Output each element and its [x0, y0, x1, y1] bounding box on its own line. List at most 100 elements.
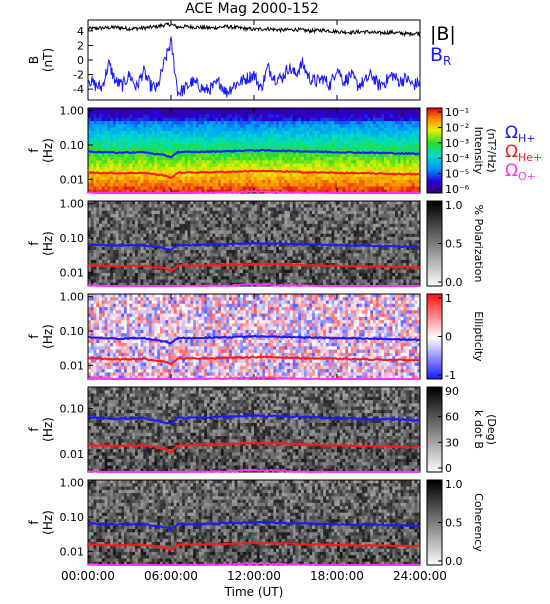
polarization-cell	[218, 201, 221, 205]
polarization-cell	[387, 208, 390, 212]
intensity-cell	[320, 131, 323, 135]
intensity-cell	[124, 118, 127, 122]
intensity-cell	[210, 121, 213, 125]
intensity-cell	[243, 108, 246, 112]
polarization-cell	[367, 230, 370, 234]
polarization-cell	[390, 240, 393, 244]
intensity-cell	[243, 121, 246, 125]
intensity-cell	[398, 160, 401, 164]
intensity-cell	[215, 134, 218, 138]
intensity-cell	[251, 154, 254, 158]
polarization-cell	[179, 247, 182, 251]
intensity-cell	[370, 183, 373, 187]
intensity-cell	[351, 177, 354, 181]
intensity-cell	[343, 134, 346, 138]
polarization-cell	[121, 230, 124, 234]
intensity-cell	[304, 167, 307, 171]
intensity-cell	[146, 115, 149, 119]
intensity-cell	[240, 121, 243, 125]
intensity-cell	[235, 167, 238, 171]
polarization-cell	[254, 234, 257, 238]
intensity-cell	[179, 160, 182, 164]
intensity-cell	[334, 144, 337, 148]
polarization-cell	[343, 204, 346, 208]
intensity-cell	[235, 118, 238, 122]
polarization-cell	[224, 217, 227, 221]
intensity-cell	[273, 173, 276, 177]
polarization-cell	[348, 214, 351, 218]
intensity-cell	[376, 164, 379, 168]
intensity-cell	[229, 141, 232, 145]
intensity-cell	[370, 118, 373, 122]
polarization-cell	[384, 217, 387, 221]
intensity-cell	[246, 121, 249, 125]
intensity-cell	[96, 108, 99, 112]
intensity-cell	[165, 186, 168, 190]
polarization-cell	[213, 237, 216, 241]
intensity-cell	[392, 177, 395, 181]
intensity-cell	[384, 108, 387, 112]
intensity-cell	[262, 111, 265, 115]
intensity-cell	[290, 160, 293, 164]
polarization-cell	[406, 234, 409, 238]
polarization-cell	[190, 247, 193, 251]
polarization-cell	[326, 237, 329, 241]
polarization-cell	[179, 217, 182, 221]
intensity-cell	[118, 167, 121, 171]
polarization-cell	[412, 211, 415, 215]
polarization-cell	[345, 234, 348, 238]
polarization-cell	[201, 234, 204, 238]
polarization-cell	[312, 234, 315, 238]
intensity-cell	[182, 180, 185, 184]
polarization-cell	[182, 221, 185, 225]
intensity-cell	[116, 115, 119, 119]
intensity-cell	[356, 131, 359, 135]
polarization-cell	[165, 244, 168, 248]
intensity-cell	[392, 134, 395, 138]
polarization-cell	[412, 230, 415, 234]
polarization-cell	[99, 217, 102, 221]
polarization-cell	[171, 224, 174, 228]
polarization-cell	[384, 201, 387, 205]
intensity-cell	[340, 121, 343, 125]
intensity-cell	[351, 144, 354, 148]
intensity-cell	[99, 144, 102, 148]
intensity-cell	[398, 147, 401, 151]
intensity-cell	[179, 144, 182, 148]
polarization-cell	[381, 204, 384, 208]
intensity-cell	[296, 183, 299, 187]
polarization-cell	[135, 211, 138, 215]
intensity-cell	[312, 115, 315, 119]
polarization-cell	[207, 227, 210, 231]
polarization-cell	[268, 227, 271, 231]
intensity-cell	[157, 170, 160, 174]
intensity-cell	[152, 134, 155, 138]
intensity-cell	[318, 157, 321, 161]
polarization-cell	[177, 204, 180, 208]
intensity-cell	[323, 131, 326, 135]
polarization-cell	[110, 237, 113, 241]
polarization-cell	[232, 214, 235, 218]
polarization-cell	[188, 227, 191, 231]
polarization-cell	[401, 201, 404, 205]
intensity-cell	[110, 118, 113, 122]
intensity-cell	[113, 137, 116, 141]
intensity-cell	[376, 118, 379, 122]
polarization-cell	[398, 217, 401, 221]
intensity-cell	[127, 144, 130, 148]
polarization-cell	[107, 230, 110, 234]
intensity-cell	[331, 177, 334, 181]
intensity-cell	[287, 160, 290, 164]
polarization-cell	[287, 247, 290, 251]
intensity-cell	[107, 118, 110, 122]
polarization-cell	[381, 240, 384, 244]
intensity-cell	[367, 128, 370, 132]
intensity-cell	[414, 124, 417, 128]
polarization-cell	[392, 240, 395, 244]
intensity-cell	[414, 157, 417, 161]
intensity-cell	[113, 186, 116, 190]
intensity-cell	[243, 177, 246, 181]
intensity-cell	[224, 131, 227, 135]
intensity-cell	[248, 154, 251, 158]
intensity-cell	[412, 137, 415, 141]
